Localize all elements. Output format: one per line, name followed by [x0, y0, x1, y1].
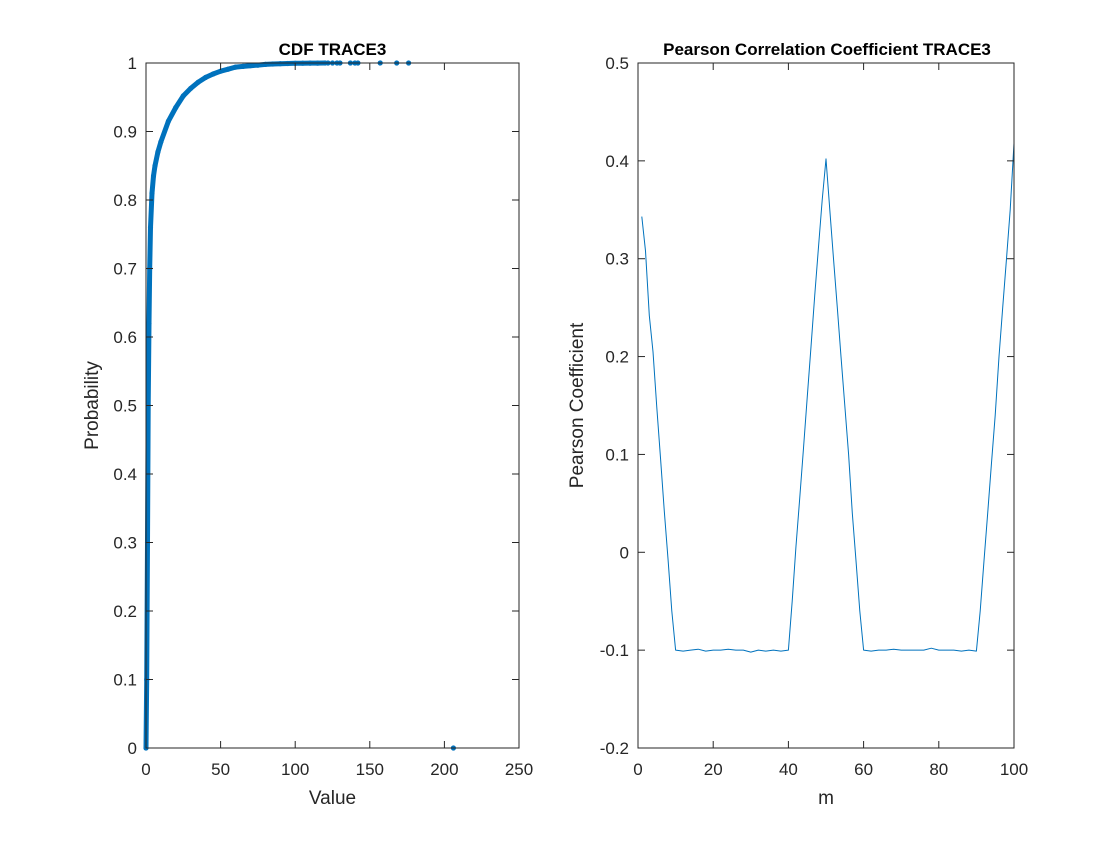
cdf-ytick-label: 0.1 — [113, 671, 137, 690]
cdf-ytick-label: 0 — [128, 739, 137, 758]
pearson-plot-area — [641, 143, 1015, 653]
cdf-point — [270, 61, 276, 67]
cdf-point — [152, 163, 158, 169]
cdf-ytick-label: 0.2 — [113, 602, 137, 621]
pearson-axes: 0 20 40 60 80 100 -0.2 -0.1 0 0.1 0.2 0.3 0.4 0.5 Pea… — [567, 40, 1028, 809]
pearson-ytick-label: 0 — [620, 543, 629, 562]
cdf-point — [210, 71, 216, 77]
pearson-ytick-label: -0.2 — [600, 739, 629, 758]
cdf-point — [195, 79, 201, 85]
cdf-xtick-label: 200 — [430, 760, 458, 779]
cdf-point — [150, 173, 157, 179]
cdf-ytick-label: 0.9 — [113, 123, 137, 142]
pearson-ticks: 0 20 40 60 80 100 -0.2 -0.1 0 0.1 0.2 0.3 0.4 0.5 — [600, 54, 1028, 779]
cdf-point — [158, 139, 164, 145]
cdf-point — [165, 118, 171, 124]
pearson-xtick-label: 0 — [633, 760, 642, 779]
cdf-ytick-label: 1 — [128, 54, 137, 73]
pearson-ylabel: Pearson Coefficient — [567, 322, 588, 488]
cdf-ytick-label: 0.4 — [113, 465, 137, 484]
cdf-ylabel: Probability — [82, 361, 103, 450]
cdf-point — [173, 104, 179, 111]
pearson-line — [641, 143, 1015, 653]
pearson-ytick-label: 0.3 — [605, 250, 629, 269]
pearson-ytick-label: 0.1 — [605, 445, 629, 464]
cdf-point — [240, 63, 246, 69]
pearson-xtick-label: 40 — [779, 760, 798, 779]
cdf-ytick-label: 0.7 — [113, 260, 137, 279]
cdf-point — [255, 62, 261, 68]
cdf-title: CDF TRACE3 — [279, 40, 387, 59]
pearson-ytick-label: 0.2 — [605, 348, 629, 367]
cdf-xtick-label: 100 — [281, 760, 309, 779]
pearson-xtick-label: 100 — [1000, 760, 1028, 779]
cdf-point — [146, 320, 152, 326]
pearson-ytick-label: -0.1 — [600, 641, 629, 660]
pearson-xtick-label: 80 — [929, 760, 948, 779]
pearson-xtick-label: 20 — [704, 760, 723, 779]
cdf-xlabel: Value — [309, 788, 356, 809]
cdf-ytick-label: 0.6 — [113, 328, 137, 347]
pearson-xlabel: m — [818, 788, 834, 809]
cdf-ytick-label: 0.3 — [113, 534, 137, 553]
cdf-xtick-label: 0 — [141, 760, 150, 779]
cdf-point — [225, 66, 231, 72]
cdf-axes: 0 50 100 150 200 250 0 0.1 0.2 0.3 0.4 0.5 0.6 0.7 0.8… — [82, 40, 533, 809]
cdf-point — [247, 63, 253, 69]
cdf-point — [180, 93, 186, 99]
pearson-ytick-label: 0.5 — [605, 54, 629, 73]
cdf-xtick-label: 50 — [211, 760, 230, 779]
cdf-point — [203, 74, 209, 80]
cdf-point — [147, 224, 154, 230]
cdf-point — [218, 68, 224, 74]
cdf-point — [155, 149, 161, 155]
cdf-curve — [143, 60, 328, 751]
cdf-ticks: 0 50 100 150 200 250 0 0.1 0.2 0.3 0.4 0.5 0.6 0.7 0.8… — [113, 54, 533, 779]
cdf-xtick-label: 250 — [505, 760, 533, 779]
pearson-xtick-label: 60 — [854, 760, 873, 779]
pearson-ytick-label: 0.4 — [605, 152, 629, 171]
cdf-point — [232, 64, 239, 70]
cdf-point — [149, 190, 155, 196]
pearson-axes-box — [637, 62, 1015, 749]
cdf-xtick-label: 150 — [356, 760, 384, 779]
cdf-point — [277, 61, 283, 67]
cdf-ytick-label: 0.8 — [113, 191, 137, 210]
cdf-point — [188, 85, 194, 91]
cdf-ytick-label: 0.5 — [113, 397, 137, 416]
pearson-title: Pearson Correlation Coefficient TRACE3 — [663, 40, 991, 59]
